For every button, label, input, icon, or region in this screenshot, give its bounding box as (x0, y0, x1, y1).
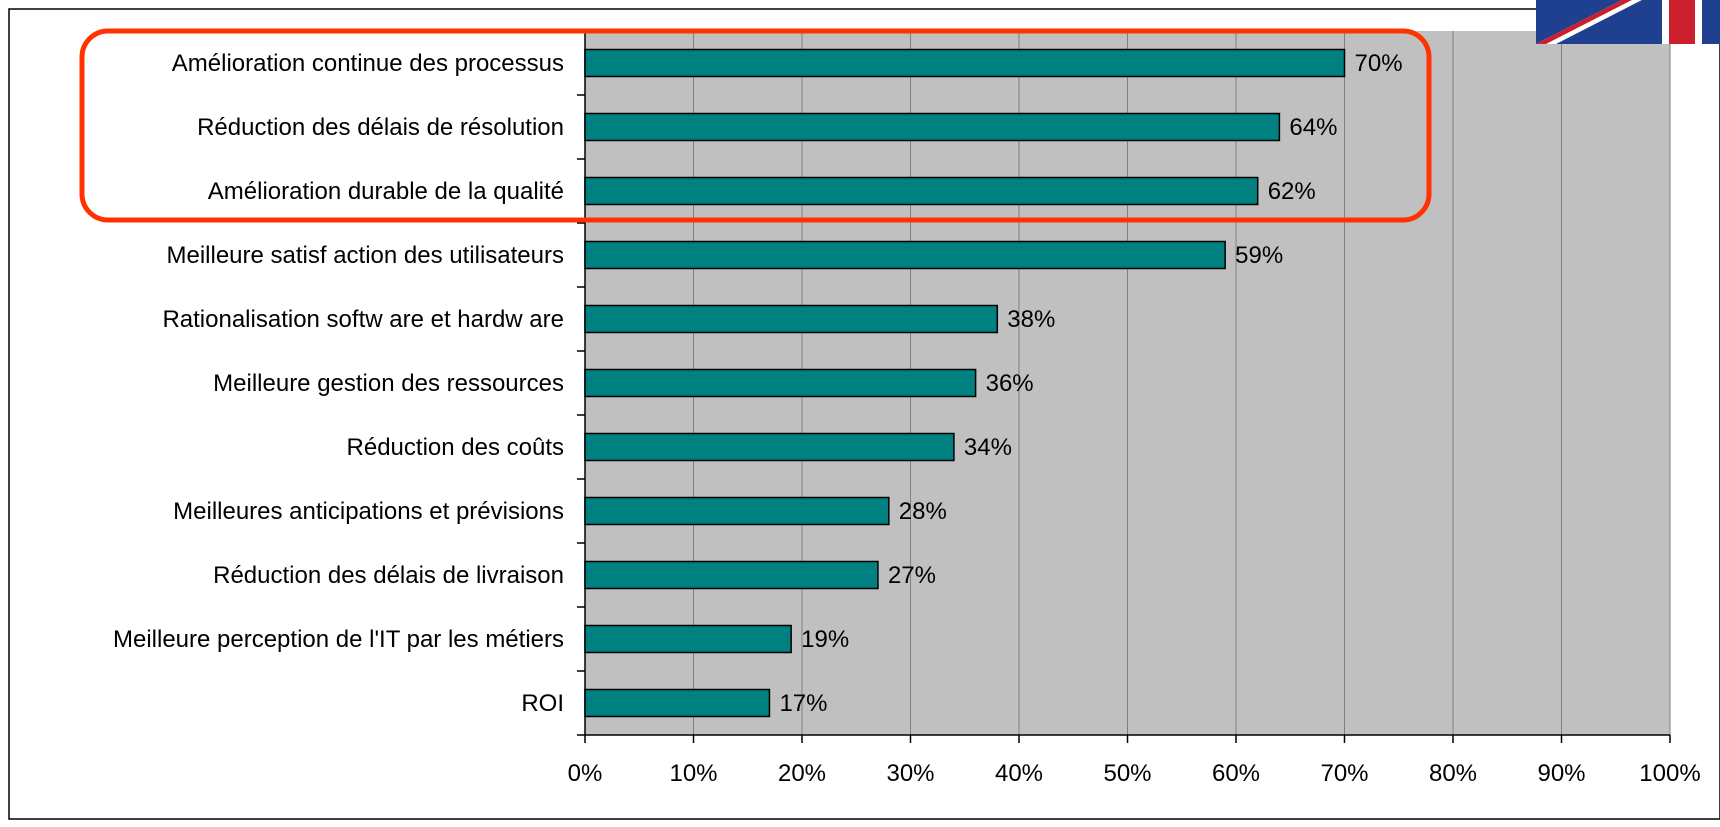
data-label: 70% (1355, 50, 1403, 77)
x-tick-label: 90% (1537, 760, 1585, 787)
category-label: ROI (521, 690, 564, 717)
data-label: 59% (1235, 242, 1283, 269)
bar (584, 432, 955, 462)
data-label: 28% (899, 498, 947, 525)
bar (584, 368, 977, 398)
x-tick-label: 20% (778, 760, 826, 787)
bar (584, 304, 999, 334)
category-label: Amélioration durable de la qualité (208, 178, 564, 205)
chart-border (8, 8, 1720, 820)
data-label: 27% (888, 562, 936, 589)
data-label: 36% (986, 370, 1034, 397)
bar (584, 496, 890, 526)
data-label: 19% (801, 626, 849, 653)
bar (584, 48, 1346, 78)
category-label: Rationalisation softw are et hardw are (162, 306, 564, 333)
data-label: 17% (779, 690, 827, 717)
category-label: Meilleures anticipations et prévisions (173, 498, 564, 525)
category-label: Réduction des coûts (347, 434, 564, 461)
category-label: Amélioration continue des processus (172, 50, 564, 77)
bar (584, 688, 771, 718)
x-tick-label: 100% (1639, 760, 1700, 787)
bars-group (584, 48, 1346, 718)
x-tick-label: 80% (1429, 760, 1477, 787)
category-label: Réduction des délais de résolution (197, 114, 564, 141)
uk-flag-icon (1536, 0, 1720, 44)
category-label: Réduction des délais de livraison (213, 562, 564, 589)
category-label: Meilleure satisf action des utilisateurs (166, 242, 564, 269)
data-label: 62% (1268, 178, 1316, 205)
x-tick-label: 30% (886, 760, 934, 787)
category-label: Meilleure gestion des ressources (213, 370, 564, 397)
labels-group: 0% 10% 20% 30% 40% 50% 60% 70% 80% 90% 100% Amélior… (113, 50, 1701, 787)
data-label: 34% (964, 434, 1012, 461)
bar (584, 112, 1281, 142)
data-label: 64% (1289, 114, 1337, 141)
x-tick-label: 0% (568, 760, 603, 787)
bar (584, 240, 1226, 270)
bar (584, 176, 1259, 206)
bar (584, 560, 879, 590)
x-tick-label: 50% (1103, 760, 1151, 787)
x-tick-label: 10% (669, 760, 717, 787)
category-label: Meilleure perception de l'IT par les mét… (113, 626, 564, 653)
x-tick-label: 40% (995, 760, 1043, 787)
highlight-box (79, 28, 1432, 223)
x-tick-label: 60% (1212, 760, 1260, 787)
data-label: 38% (1007, 306, 1055, 333)
bar (584, 624, 792, 654)
x-tick-label: 70% (1320, 760, 1368, 787)
